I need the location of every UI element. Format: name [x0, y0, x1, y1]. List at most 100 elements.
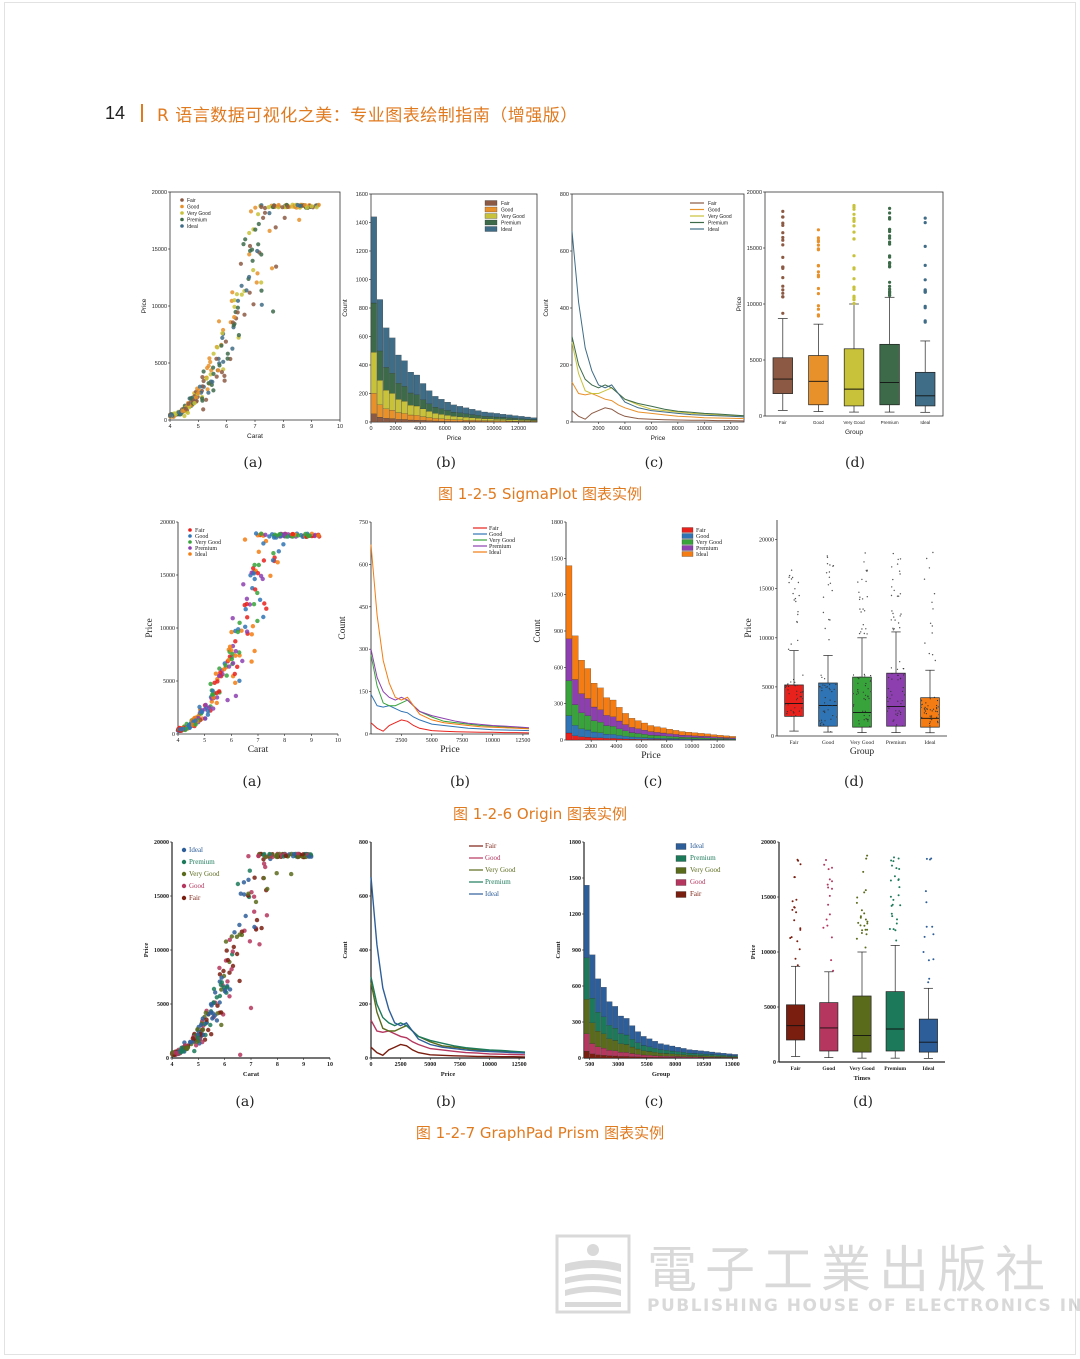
outlier-point — [781, 265, 785, 269]
histogram-bar — [376, 380, 383, 405]
outlier-point — [865, 933, 868, 936]
outlier-point — [823, 863, 826, 866]
legend: Ideal Premium Very Good Good Fair — [181, 846, 220, 902]
x-tick-label: 0 — [369, 426, 372, 432]
jitter-point — [826, 704, 829, 706]
data-point — [263, 854, 268, 860]
outlier-point — [895, 867, 898, 870]
data-point — [256, 562, 261, 568]
data-point — [216, 673, 222, 679]
jitter-point — [820, 674, 822, 676]
histogram-bar — [500, 417, 507, 420]
jitter-point — [864, 685, 866, 687]
data-point — [242, 537, 248, 542]
histogram-bar — [407, 372, 414, 394]
histogram-bar — [640, 1050, 647, 1056]
y-tick-label: 10000 — [154, 948, 169, 954]
y-tick-label: 1400 — [356, 221, 368, 227]
histogram-bar — [481, 418, 488, 421]
data-point — [217, 965, 222, 971]
y-tick-label: 800 — [359, 840, 368, 846]
data-point — [262, 210, 268, 215]
data-point — [261, 875, 266, 881]
histogram-bar — [591, 706, 598, 721]
y-tick-label: 15000 — [747, 246, 762, 252]
histogram-bar — [715, 1054, 721, 1057]
jitter-point — [862, 710, 864, 712]
outlier-point — [922, 951, 925, 953]
jitter-point — [865, 682, 867, 685]
histogram-bar — [565, 638, 573, 681]
data-point — [193, 395, 199, 400]
outlier-point — [863, 610, 866, 612]
histogram-bar — [395, 419, 402, 423]
histogram-bar — [717, 735, 724, 738]
jitter-point — [790, 709, 792, 711]
outlier-point — [781, 223, 785, 227]
y-tick-label: 5000 — [750, 358, 762, 364]
outlier-point — [892, 860, 895, 863]
data-point — [221, 667, 227, 672]
outlier-point — [891, 610, 893, 612]
histogram-bar — [512, 418, 519, 420]
data-point — [188, 396, 193, 401]
outlier-point — [825, 572, 828, 574]
outlier-point — [866, 854, 869, 857]
histogram-bar — [647, 731, 655, 736]
jitter-point — [819, 724, 822, 726]
data-point — [241, 242, 246, 247]
outlier-point — [863, 912, 866, 915]
data-point — [237, 620, 242, 625]
jitter-point — [835, 683, 837, 686]
data-point — [268, 573, 273, 578]
x-tick-label: 12500 — [512, 1062, 527, 1068]
outlier-point — [790, 578, 793, 580]
x-tick-label: 4000 — [619, 426, 631, 432]
outlier-point — [891, 586, 893, 588]
histogram-bar — [622, 713, 629, 725]
jitter-point — [867, 696, 869, 698]
outlier-point — [858, 632, 861, 635]
histogram-bar — [704, 739, 711, 740]
jitter-point — [929, 725, 931, 727]
data-point — [255, 271, 260, 276]
jitter-point — [887, 700, 889, 702]
legend-swatch — [484, 219, 498, 226]
jitter-point — [862, 691, 864, 693]
data-point — [225, 697, 230, 703]
outlier-point — [852, 219, 856, 223]
data-point — [259, 925, 264, 931]
x-tick-label: Premium — [884, 1066, 906, 1072]
y-tick-label: 1800 — [551, 520, 563, 526]
jitter-point — [931, 715, 933, 717]
legend-label: Ideal — [501, 227, 512, 233]
jitter-point — [921, 716, 923, 719]
histogram-bar — [370, 352, 377, 394]
x-tick-label: 13000 — [725, 1062, 740, 1068]
x-tick-label: 8000 — [672, 426, 684, 432]
jitter-point — [794, 684, 796, 686]
histogram-bar — [663, 1044, 670, 1051]
chart-panel-d: 0 5000 10000 15000 20000 Fair Good Very Good Pre… — [745, 832, 965, 1092]
jitter-point — [858, 678, 860, 680]
y-tick-label: 10000 — [761, 950, 776, 956]
outlier-point — [781, 215, 785, 219]
data-point — [229, 934, 234, 939]
outlier-point — [852, 230, 856, 234]
data-point — [222, 373, 227, 378]
y-tick-label: 20000 — [747, 190, 762, 196]
x-tick-label: 12000 — [511, 426, 526, 432]
histogram-bar — [703, 1057, 710, 1058]
outlier-point — [924, 890, 927, 893]
data-point — [256, 221, 261, 227]
data-point — [289, 871, 294, 877]
y-tick-label: 600 — [359, 562, 368, 568]
y-tick-label: 200 — [560, 363, 569, 369]
jitter-point — [864, 694, 867, 696]
histogram-bar — [616, 720, 623, 729]
panel-caption-d: (d) — [853, 1094, 873, 1110]
density-line — [571, 407, 745, 422]
density-line — [370, 1043, 526, 1058]
histogram-bar — [578, 693, 585, 713]
y-tick-label: 10000 — [747, 302, 762, 308]
